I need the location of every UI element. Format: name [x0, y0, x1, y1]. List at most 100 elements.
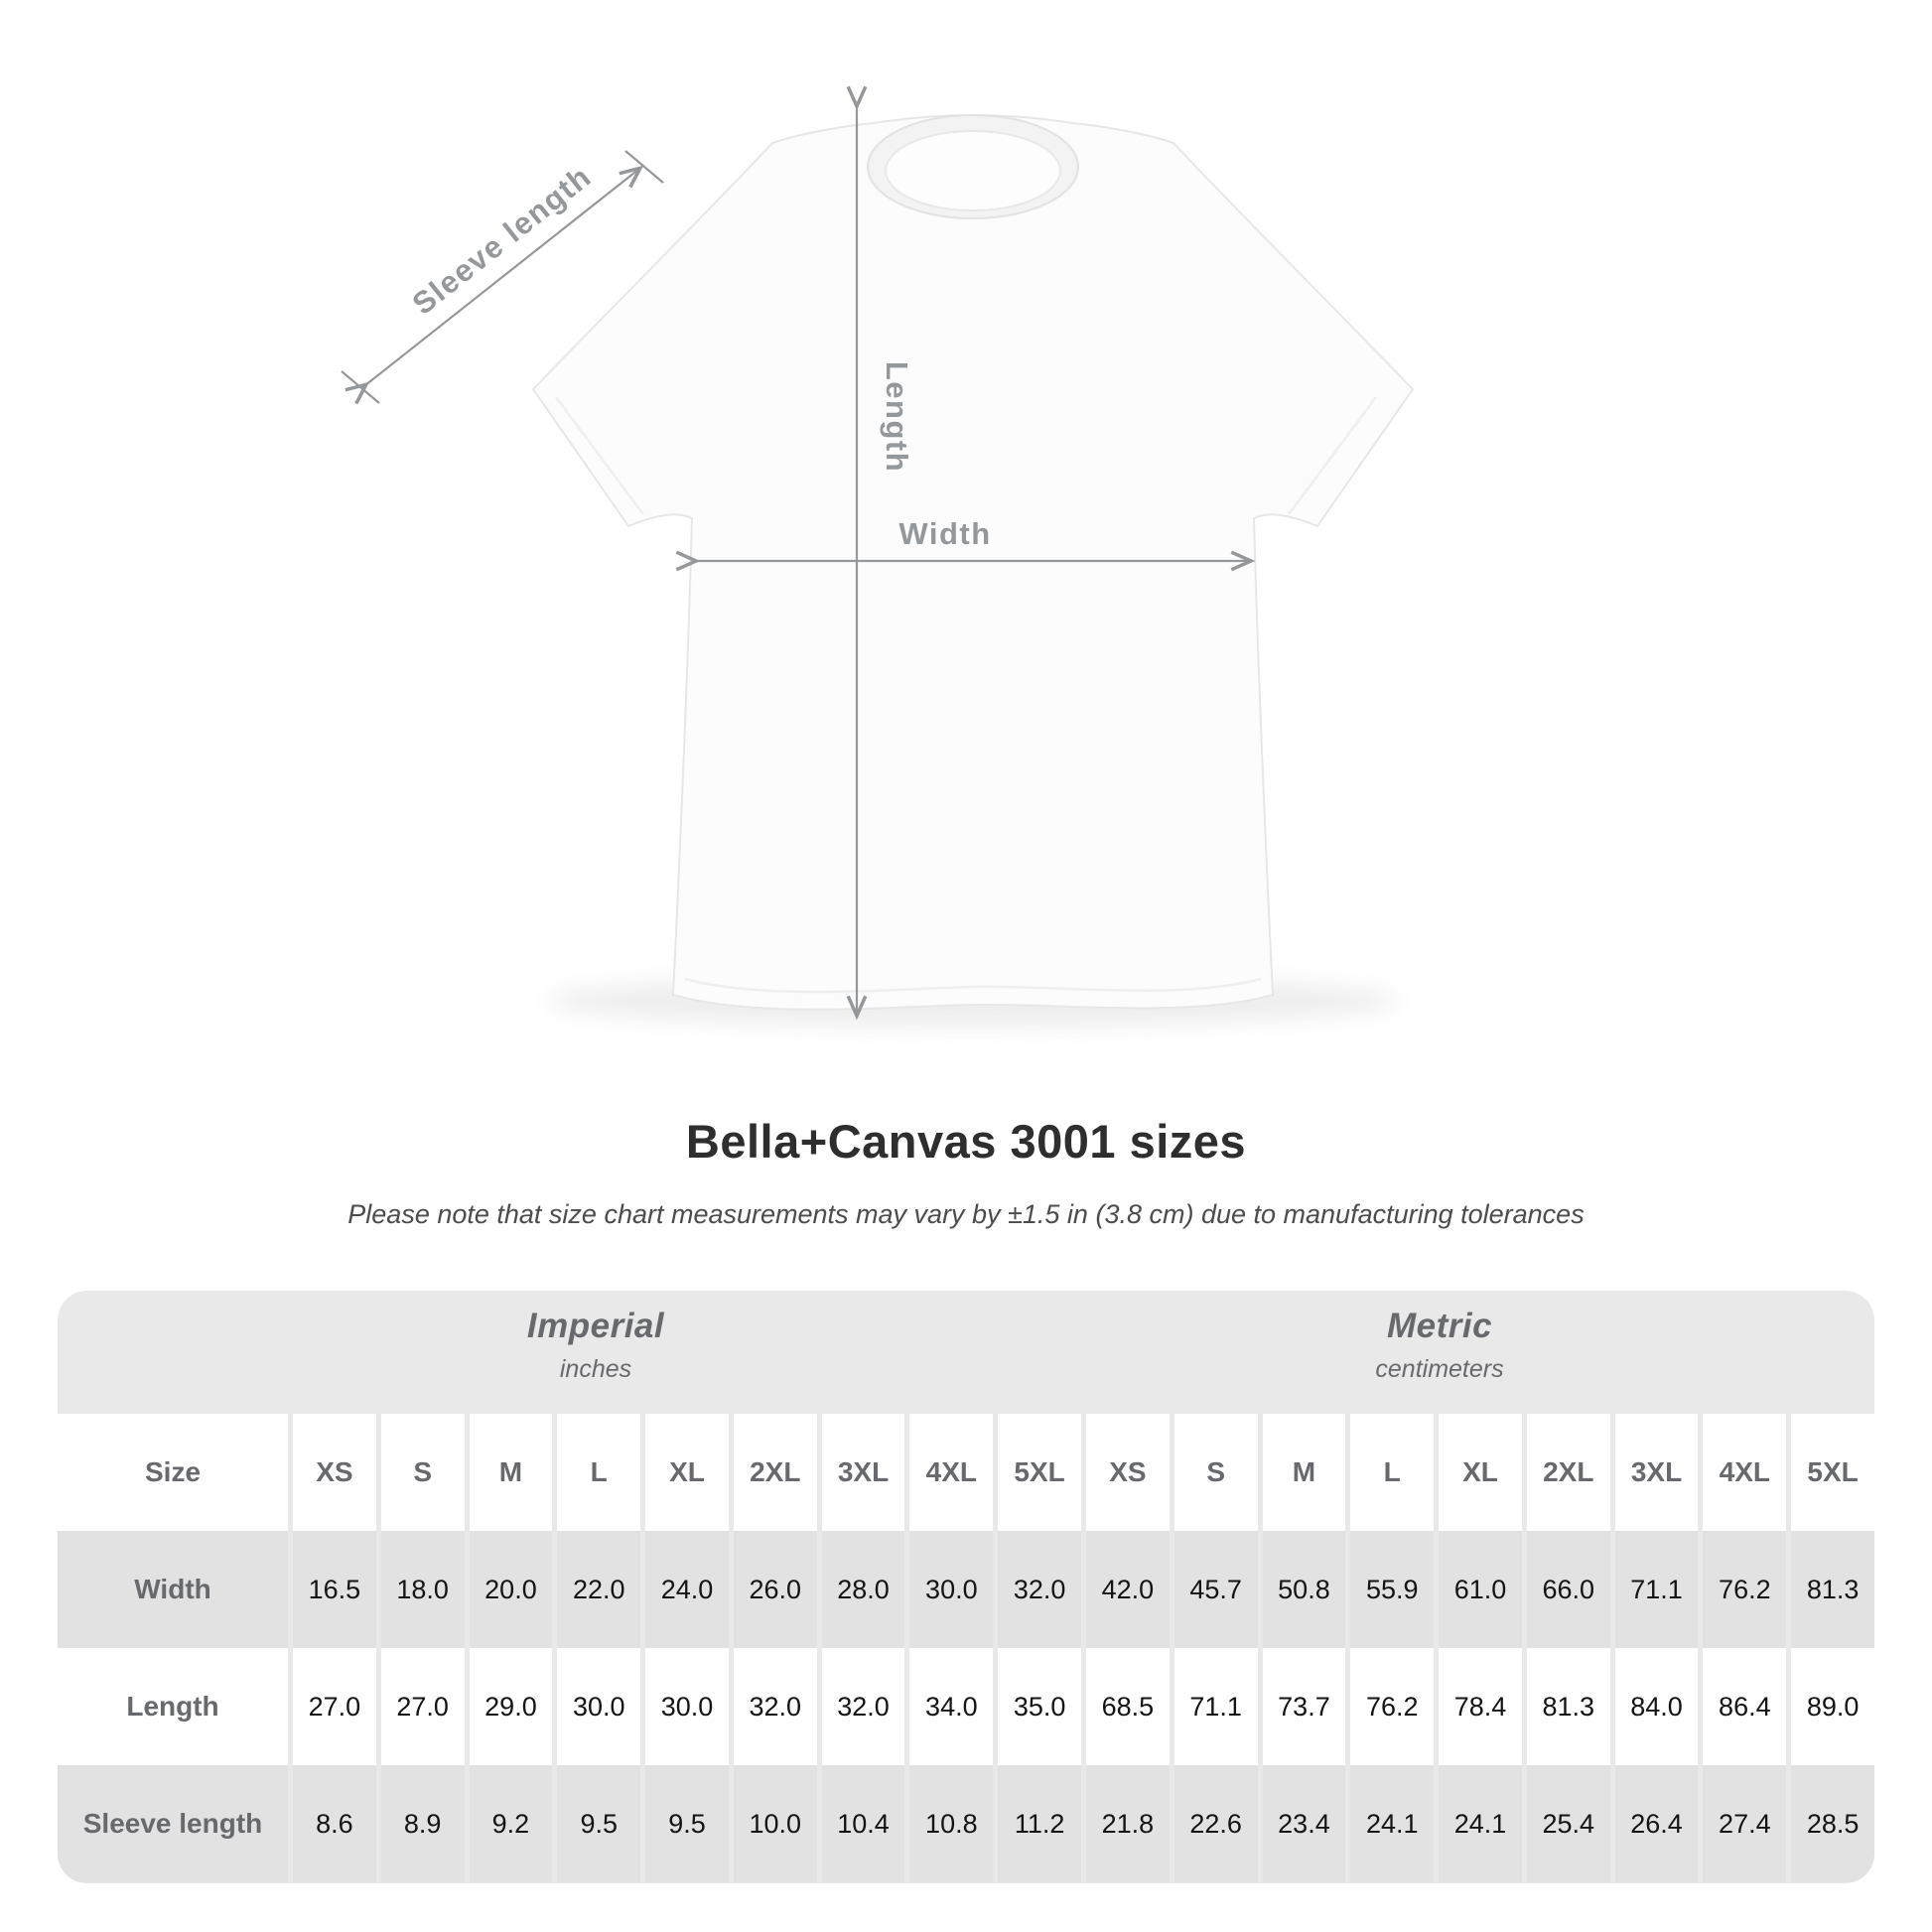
tshirt-diagram: Sleeve length Length Width — [341, 85, 1415, 1027]
size-table: Imperial inches Metric centimeters Size X… — [58, 1291, 1874, 1883]
value-cell-imperial: 10.4 — [821, 1765, 905, 1882]
value-cell-metric: 27.4 — [1703, 1765, 1787, 1882]
row-header: Sleeve length — [58, 1765, 288, 1882]
value-cell-metric: 71.1 — [1173, 1648, 1258, 1765]
row-header: Width — [58, 1531, 288, 1648]
size-header-imperial: 4XL — [909, 1414, 994, 1531]
size-header-metric: 5XL — [1791, 1414, 1874, 1531]
value-cell-imperial: 22.0 — [557, 1531, 641, 1648]
size-header-imperial: L — [557, 1414, 641, 1531]
value-cell-metric: 78.4 — [1439, 1648, 1522, 1765]
value-cell-metric: 61.0 — [1439, 1531, 1522, 1648]
metric-unit: centimeters — [1375, 1355, 1504, 1383]
size-header-metric: S — [1173, 1414, 1258, 1531]
size-header-metric: XS — [1086, 1414, 1170, 1531]
size-header-imperial: 2XL — [733, 1414, 817, 1531]
value-cell-imperial: 30.0 — [645, 1648, 729, 1765]
left-cuff-seam — [554, 396, 645, 515]
value-cell-metric: 22.6 — [1173, 1765, 1258, 1882]
length-label: Length — [880, 361, 914, 473]
value-cell-imperial: 34.0 — [909, 1648, 994, 1765]
value-cell-metric: 81.3 — [1791, 1531, 1874, 1648]
width-label: Width — [898, 516, 991, 551]
sleeve-length-label: Sleeve length — [406, 159, 598, 322]
value-cell-metric: 89.0 — [1791, 1648, 1874, 1765]
size-header-metric: XL — [1439, 1414, 1522, 1531]
value-cell-metric: 55.9 — [1350, 1531, 1435, 1648]
value-cell-metric: 84.0 — [1614, 1648, 1699, 1765]
value-cell-imperial: 35.0 — [998, 1648, 1081, 1765]
sleeve-length-tick-top — [624, 150, 664, 184]
size-header-metric: 3XL — [1614, 1414, 1699, 1531]
size-header-metric: M — [1262, 1414, 1346, 1531]
value-cell-imperial: 9.2 — [469, 1765, 553, 1882]
value-cell-metric: 81.3 — [1526, 1648, 1610, 1765]
size-column-header: Size — [58, 1414, 288, 1531]
value-cell-metric: 76.2 — [1703, 1531, 1787, 1648]
value-cell-metric: 86.4 — [1703, 1648, 1787, 1765]
value-cell-imperial: 8.9 — [380, 1765, 465, 1882]
tshirt-body — [531, 114, 1415, 1011]
value-cell-imperial: 10.8 — [909, 1765, 994, 1882]
collar-inner — [885, 130, 1061, 211]
value-cell-metric: 25.4 — [1526, 1765, 1610, 1882]
value-cell-imperial: 32.0 — [733, 1648, 817, 1765]
value-cell-imperial: 28.0 — [821, 1531, 905, 1648]
imperial-label: Imperial — [526, 1307, 665, 1345]
value-cell-imperial: 16.5 — [293, 1531, 376, 1648]
value-cell-imperial: 29.0 — [469, 1648, 553, 1765]
page-subtitle: Please note that size chart measurements… — [347, 1199, 1585, 1229]
value-cell-metric: 21.8 — [1086, 1765, 1170, 1882]
size-header-imperial: M — [469, 1414, 553, 1531]
value-cell-metric: 26.4 — [1614, 1765, 1699, 1882]
imperial-unit: inches — [559, 1355, 632, 1383]
value-cell-imperial: 11.2 — [998, 1765, 1081, 1882]
unit-header-band: Imperial inches Metric centimeters — [58, 1291, 1874, 1414]
right-cuff-seam — [1287, 396, 1378, 515]
size-grid: Size XS S M L XL 2XL 3XL 4XL 5XL XS S M L XL 2XL 3XL 4XL 5… — [58, 1414, 1874, 1883]
size-header-metric: 4XL — [1703, 1414, 1787, 1531]
imperial-unit-header: Imperial inches — [527, 1307, 664, 1384]
value-cell-metric: 73.7 — [1262, 1648, 1346, 1765]
row-header: Length — [58, 1648, 288, 1765]
size-header-imperial: 5XL — [998, 1414, 1081, 1531]
value-cell-imperial: 26.0 — [733, 1531, 817, 1648]
metric-label: Metric — [1386, 1307, 1493, 1345]
value-cell-imperial: 27.0 — [380, 1648, 465, 1765]
value-cell-imperial: 32.0 — [998, 1531, 1081, 1648]
value-cell-metric: 28.5 — [1791, 1765, 1874, 1882]
value-cell-imperial: 24.0 — [645, 1531, 729, 1648]
value-cell-metric: 68.5 — [1086, 1648, 1170, 1765]
value-cell-metric: 42.0 — [1086, 1531, 1170, 1648]
value-cell-imperial: 30.0 — [557, 1648, 641, 1765]
value-cell-imperial: 20.0 — [469, 1531, 553, 1648]
value-cell-metric: 24.1 — [1350, 1765, 1435, 1882]
value-cell-imperial: 9.5 — [645, 1765, 729, 1882]
sleeve-length-arrow — [345, 165, 644, 405]
value-cell-imperial: 32.0 — [821, 1648, 905, 1765]
value-cell-imperial: 30.0 — [909, 1531, 994, 1648]
size-header-imperial: XS — [293, 1414, 376, 1531]
size-header-imperial: S — [380, 1414, 465, 1531]
size-header-imperial: 3XL — [821, 1414, 905, 1531]
sleeve-length-tick-bottom — [341, 370, 380, 404]
value-cell-imperial: 27.0 — [293, 1648, 376, 1765]
value-cell-metric: 66.0 — [1526, 1531, 1610, 1648]
value-cell-metric: 45.7 — [1173, 1531, 1258, 1648]
size-header-metric: 2XL — [1526, 1414, 1610, 1531]
value-cell-metric: 50.8 — [1262, 1531, 1346, 1648]
value-cell-imperial: 10.0 — [733, 1765, 817, 1882]
hem-seam — [684, 977, 1262, 994]
value-cell-imperial: 8.6 — [293, 1765, 376, 1882]
value-cell-metric: 76.2 — [1350, 1648, 1435, 1765]
metric-unit-header: Metric centimeters — [1375, 1307, 1503, 1384]
page-title: Bella+Canvas 3001 sizes — [685, 1115, 1247, 1168]
value-cell-metric: 23.4 — [1262, 1765, 1346, 1882]
size-header-imperial: XL — [645, 1414, 729, 1531]
size-header-metric: L — [1350, 1414, 1435, 1531]
value-cell-metric: 71.1 — [1614, 1531, 1699, 1648]
value-cell-imperial: 18.0 — [380, 1531, 465, 1648]
value-cell-imperial: 9.5 — [557, 1765, 641, 1882]
value-cell-metric: 24.1 — [1439, 1765, 1522, 1882]
